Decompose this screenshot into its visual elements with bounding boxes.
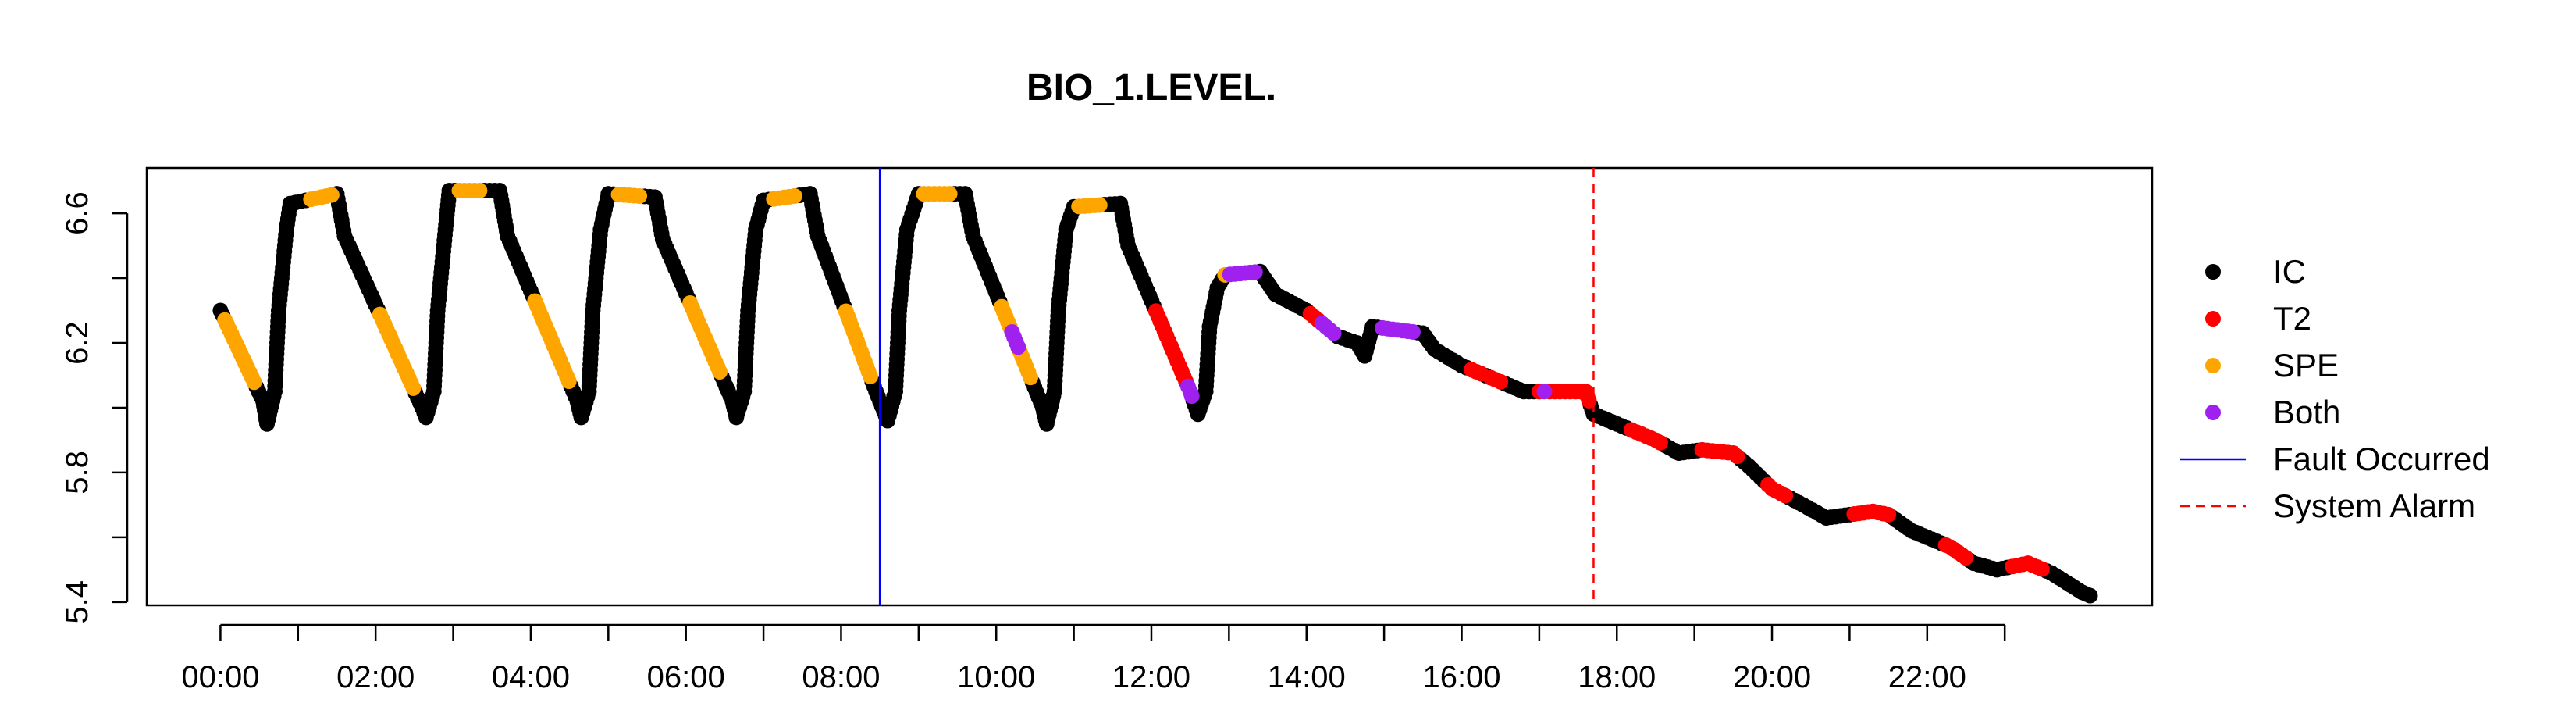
y-tick-label: 6.6 [60, 191, 94, 235]
point-both [1183, 388, 1200, 405]
x-tick-label: 08:00 [802, 660, 880, 694]
legend-label: System Alarm [2273, 487, 2475, 524]
legend-label: T2 [2273, 300, 2311, 337]
x-tick-label: 16:00 [1422, 660, 1500, 694]
point-spe [1023, 369, 1039, 386]
legend-label: Both [2273, 394, 2340, 430]
point-spe [405, 380, 422, 396]
x-tick-label: 10:00 [957, 660, 1035, 694]
point-ic [2082, 587, 2098, 604]
point-spe [862, 368, 878, 384]
point-t2 [1493, 373, 1509, 390]
x-tick-label: 12:00 [1112, 660, 1190, 694]
x-tick-label: 20:00 [1733, 660, 1811, 694]
legend-marker-t2 [2205, 311, 2221, 327]
x-tick-label: 00:00 [181, 660, 259, 694]
point-both [1404, 323, 1421, 340]
x-tick-label: 04:00 [492, 660, 570, 694]
plot-frame [145, 166, 2154, 607]
legend-label: IC [2273, 253, 2306, 290]
point-spe [786, 187, 802, 204]
legend-marker-ic [2205, 264, 2221, 280]
x-axis: 00:00 02:00 04:00 06:00 08:00 10:00 12:00 14:00… [181, 623, 2006, 694]
legend-marker-spe [2205, 358, 2221, 373]
plot-area [145, 166, 2154, 607]
point-t2 [1880, 506, 1897, 523]
point-t2 [1777, 487, 1794, 504]
legend-label: SPE [2273, 347, 2339, 384]
point-spe [471, 183, 488, 199]
legend-marker-both [2205, 405, 2221, 420]
legend: IC T2 SPE Both Fault Occurred System Alarm [2180, 253, 2490, 524]
point-both [1536, 384, 1553, 400]
point-t2 [1652, 434, 1668, 451]
x-tick-label: 14:00 [1268, 660, 1346, 694]
legend-label: Fault Occurred [2273, 441, 2490, 477]
point-both [1010, 339, 1026, 355]
point-spe [560, 373, 577, 390]
x-tick-label: 02:00 [336, 660, 415, 694]
point-spe [1091, 197, 1108, 213]
point-spe [246, 374, 262, 391]
y-tick-label: 6.2 [60, 321, 94, 365]
point-t2 [1958, 550, 1974, 566]
x-tick-label: 06:00 [647, 660, 725, 694]
point-spe [632, 187, 648, 204]
y-tick-label: 5.8 [60, 451, 94, 494]
x-tick-label: 18:00 [1578, 660, 1656, 694]
chart-title: BIO_1.LEVEL. [1026, 67, 1276, 109]
y-tick-label: 5.4 [60, 580, 94, 624]
point-both [1325, 325, 1342, 341]
point-t2 [2033, 561, 2050, 577]
point-both [1247, 264, 1263, 280]
x-tick-label: 22:00 [1888, 660, 1966, 694]
point-t2 [1729, 448, 1745, 465]
point-spe [941, 186, 958, 202]
y-axis: 5.4 5.8 6.2 6.6 [60, 191, 129, 624]
point-spe [323, 187, 340, 203]
point-spe [712, 363, 728, 380]
